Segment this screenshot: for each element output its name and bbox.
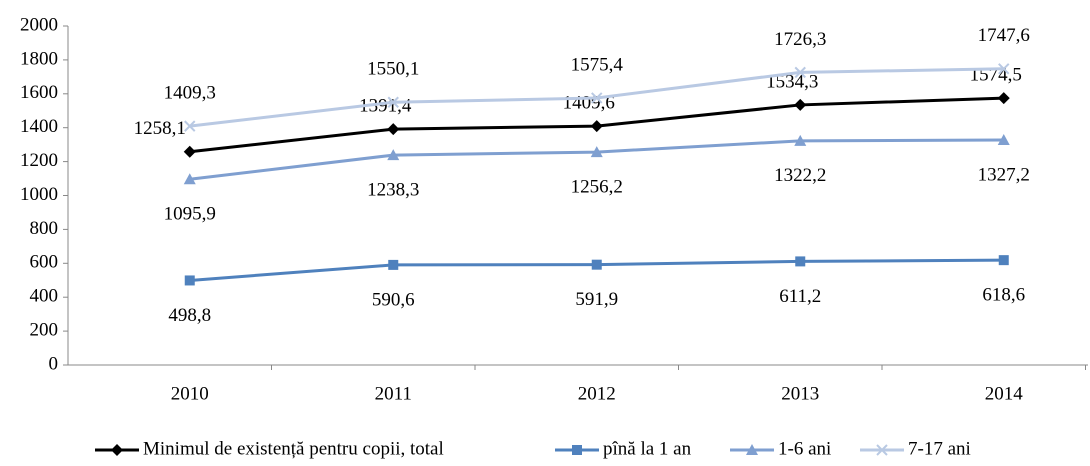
- y-tick-label: 1600: [20, 82, 58, 103]
- y-tick-label: 1400: [20, 116, 58, 137]
- x-tick-label: 2011: [375, 383, 412, 404]
- data-label: 1327,2: [978, 164, 1030, 185]
- y-tick-label: 800: [30, 218, 59, 239]
- y-tick-label: 200: [30, 319, 59, 340]
- marker: [183, 173, 196, 185]
- marker: [997, 92, 1010, 105]
- data-label: 618,6: [982, 285, 1025, 306]
- legend-label: Minimul de existență pentru copii, total: [143, 438, 444, 459]
- data-label: 1747,6: [978, 25, 1030, 46]
- y-tick-label: 600: [30, 252, 59, 273]
- data-label: 1726,3: [774, 29, 826, 50]
- data-label: 1409,3: [164, 82, 216, 103]
- marker: [795, 256, 806, 267]
- marker: [388, 259, 399, 270]
- x-tick-label: 2013: [781, 383, 819, 404]
- legend-label: pînă la 1 an: [603, 438, 692, 459]
- marker: [794, 66, 806, 79]
- data-label: 1095,9: [164, 204, 216, 225]
- marker: [387, 149, 400, 161]
- y-tick-label: 0: [49, 353, 59, 374]
- data-label: 591,9: [575, 289, 618, 310]
- y-tick-label: 1000: [20, 184, 58, 205]
- marker: [111, 444, 123, 456]
- marker: [184, 275, 195, 286]
- marker: [572, 445, 582, 455]
- data-label: 611,2: [779, 286, 821, 307]
- data-label: 1550,1: [367, 59, 419, 80]
- marker: [591, 92, 603, 104]
- data-label: 1256,2: [571, 176, 623, 197]
- marker: [876, 444, 888, 456]
- x-tick-label: 2012: [578, 383, 616, 404]
- data-label: 590,6: [372, 289, 415, 310]
- marker: [997, 134, 1010, 146]
- marker: [998, 63, 1010, 75]
- data-label: 1238,3: [367, 179, 419, 200]
- marker: [746, 444, 758, 455]
- marker: [590, 120, 603, 133]
- y-tick-label: 400: [30, 286, 59, 307]
- series-line: [189, 138, 1004, 181]
- marker: [591, 259, 602, 270]
- marker: [998, 255, 1009, 266]
- legend-label: 7-17 ani: [908, 438, 971, 459]
- x-tick-label: 2010: [171, 383, 209, 404]
- y-tick-label: 2000: [20, 14, 58, 35]
- x-tick-label: 2014: [985, 383, 1024, 404]
- marker: [794, 134, 807, 146]
- data-label: 1322,2: [774, 165, 826, 186]
- marker: [590, 146, 603, 158]
- marker: [387, 96, 399, 108]
- y-tick-label: 1200: [20, 150, 58, 171]
- data-label: 498,8: [168, 305, 211, 326]
- data-label: 1258,1: [134, 118, 186, 139]
- marker: [794, 98, 807, 111]
- y-tick-label: 1800: [20, 48, 58, 69]
- data-label: 1575,4: [571, 54, 624, 75]
- marker: [183, 145, 196, 158]
- legend-label: 1-6 ani: [778, 438, 831, 459]
- marker: [184, 120, 196, 132]
- marker: [387, 123, 400, 136]
